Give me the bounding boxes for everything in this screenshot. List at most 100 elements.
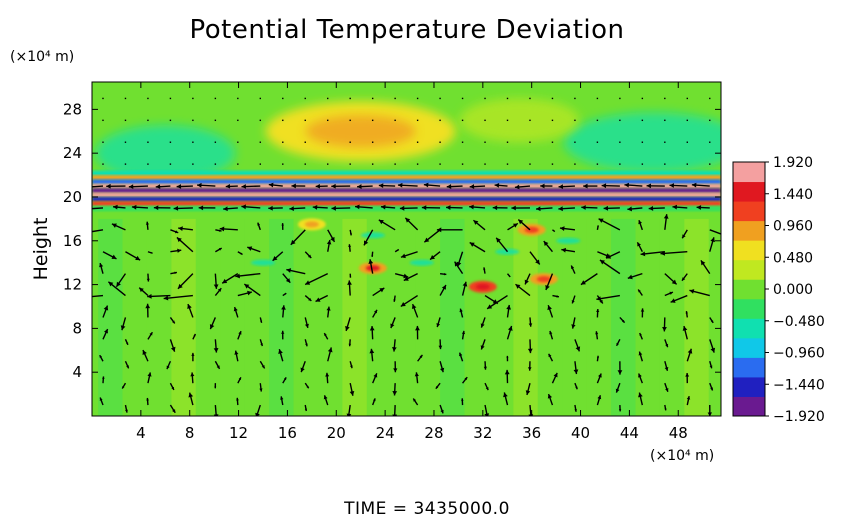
- x-tick-label: 16: [278, 424, 297, 442]
- wind-vector: [529, 141, 531, 143]
- wind-vector-head: [347, 280, 352, 285]
- wind-vector: [192, 141, 194, 143]
- wind-vector-head: [284, 293, 287, 295]
- wind-vector: [214, 119, 217, 122]
- wind-vector-dot: [282, 119, 284, 122]
- wind-vector-head: [355, 204, 360, 210]
- wind-vector: [414, 372, 419, 384]
- wind-vector-dot: [394, 163, 396, 165]
- colorbar-tick-label: 1.920: [773, 155, 813, 171]
- wind-vector-head: [125, 409, 128, 413]
- wind-vector-head: [225, 184, 231, 189]
- wind-vector-head: [528, 323, 533, 327]
- wind-vector-dot: [484, 97, 486, 100]
- wind-vector-shaft: [92, 207, 104, 210]
- wind-vector-head: [281, 305, 286, 310]
- wind-vector: [615, 382, 621, 393]
- colorbar-swatch: [733, 220, 765, 241]
- wind-vector: [155, 184, 171, 190]
- wind-vector-dot: [664, 141, 666, 143]
- wind-vector-head: [348, 244, 352, 248]
- wind-vector: [121, 382, 127, 389]
- wind-vector: [598, 218, 621, 231]
- wind-vector-head: [219, 229, 222, 232]
- colorbar-swatch: [733, 162, 765, 183]
- wind-vector-head: [198, 205, 204, 211]
- wind-vector: [237, 251, 243, 256]
- wind-vector: [286, 268, 306, 275]
- wind-vector-dot: [461, 119, 464, 122]
- wind-vector: [686, 97, 688, 100]
- wind-vector: [672, 204, 688, 210]
- wind-vector-head: [484, 413, 490, 416]
- wind-vector-head: [126, 365, 129, 369]
- x-axis: 4 8 12 16 20 24 28 32 36 40 44 48: [136, 82, 688, 442]
- wind-vector: [237, 141, 239, 143]
- wind-vector: [223, 206, 238, 212]
- wind-vector: [685, 372, 690, 384]
- wind-vector-head: [106, 183, 111, 189]
- wind-vector: [378, 183, 396, 188]
- y-tick-label: 24: [63, 144, 82, 162]
- wind-vector-head: [540, 183, 545, 189]
- wind-vector: [124, 163, 127, 165]
- wind-vector: [664, 273, 678, 285]
- wind-vector-head: [638, 351, 643, 356]
- wind-vector: [664, 361, 669, 372]
- wind-vector: [304, 141, 306, 143]
- wind-vector: [169, 317, 176, 324]
- y-axis-unit: (×10⁴ m): [10, 49, 74, 65]
- wind-vector-head: [506, 355, 509, 358]
- wind-vector-head: [596, 296, 602, 302]
- colorbar-tick-label: 0.000: [773, 282, 813, 298]
- wind-vector: [147, 293, 171, 299]
- heatmap-field: [92, 82, 721, 416]
- wind-vector: [278, 348, 284, 362]
- wind-vector-dot: [371, 97, 374, 100]
- wind-vector-head: [648, 206, 654, 211]
- wind-vector-dot: [709, 163, 711, 165]
- field-column: [195, 218, 221, 416]
- wind-vector-head: [617, 370, 623, 375]
- wind-vector: [102, 141, 104, 143]
- wind-vector: [548, 353, 554, 362]
- wind-vector-head: [219, 226, 225, 232]
- wind-vector: [529, 119, 531, 122]
- wind-vector-head: [663, 214, 669, 219]
- wind-vector: [686, 348, 693, 362]
- wind-vector: [349, 141, 351, 143]
- wind-vector: [282, 273, 291, 284]
- field-column: [513, 218, 538, 416]
- wind-vector-dot: [596, 141, 599, 143]
- wind-vector-head: [166, 365, 170, 370]
- wind-vector: [372, 398, 376, 406]
- wind-vector: [304, 295, 312, 302]
- wind-vector: [619, 119, 621, 122]
- wind-vector-head: [325, 372, 330, 377]
- wind-vector: [363, 229, 374, 246]
- wind-vector: [92, 207, 104, 210]
- wind-vector-dot: [192, 141, 194, 143]
- wind-vector: [372, 373, 378, 384]
- wind-vector-head: [305, 343, 308, 347]
- shear-layer-stripe: [92, 196, 721, 202]
- wind-vector-head: [331, 183, 336, 189]
- wind-vector-dot: [551, 119, 554, 122]
- wind-vector: [416, 163, 419, 165]
- wind-vector: [225, 184, 238, 189]
- field-column: [586, 218, 612, 416]
- wind-vector: [394, 97, 396, 100]
- wind-vector: [378, 219, 396, 231]
- wind-vector-dot: [529, 97, 531, 100]
- wind-vector: [528, 317, 533, 327]
- field-column: [659, 218, 685, 416]
- wind-vector: [515, 283, 531, 297]
- wind-vector-head: [415, 325, 420, 331]
- wind-vector-head: [378, 219, 384, 225]
- wind-vector: [640, 251, 665, 257]
- plot-frame: [91, 81, 722, 417]
- wind-vector: [120, 317, 127, 331]
- wind-vector-dot: [596, 119, 599, 122]
- wind-vectors: [92, 97, 721, 416]
- wind-vector: [511, 205, 530, 211]
